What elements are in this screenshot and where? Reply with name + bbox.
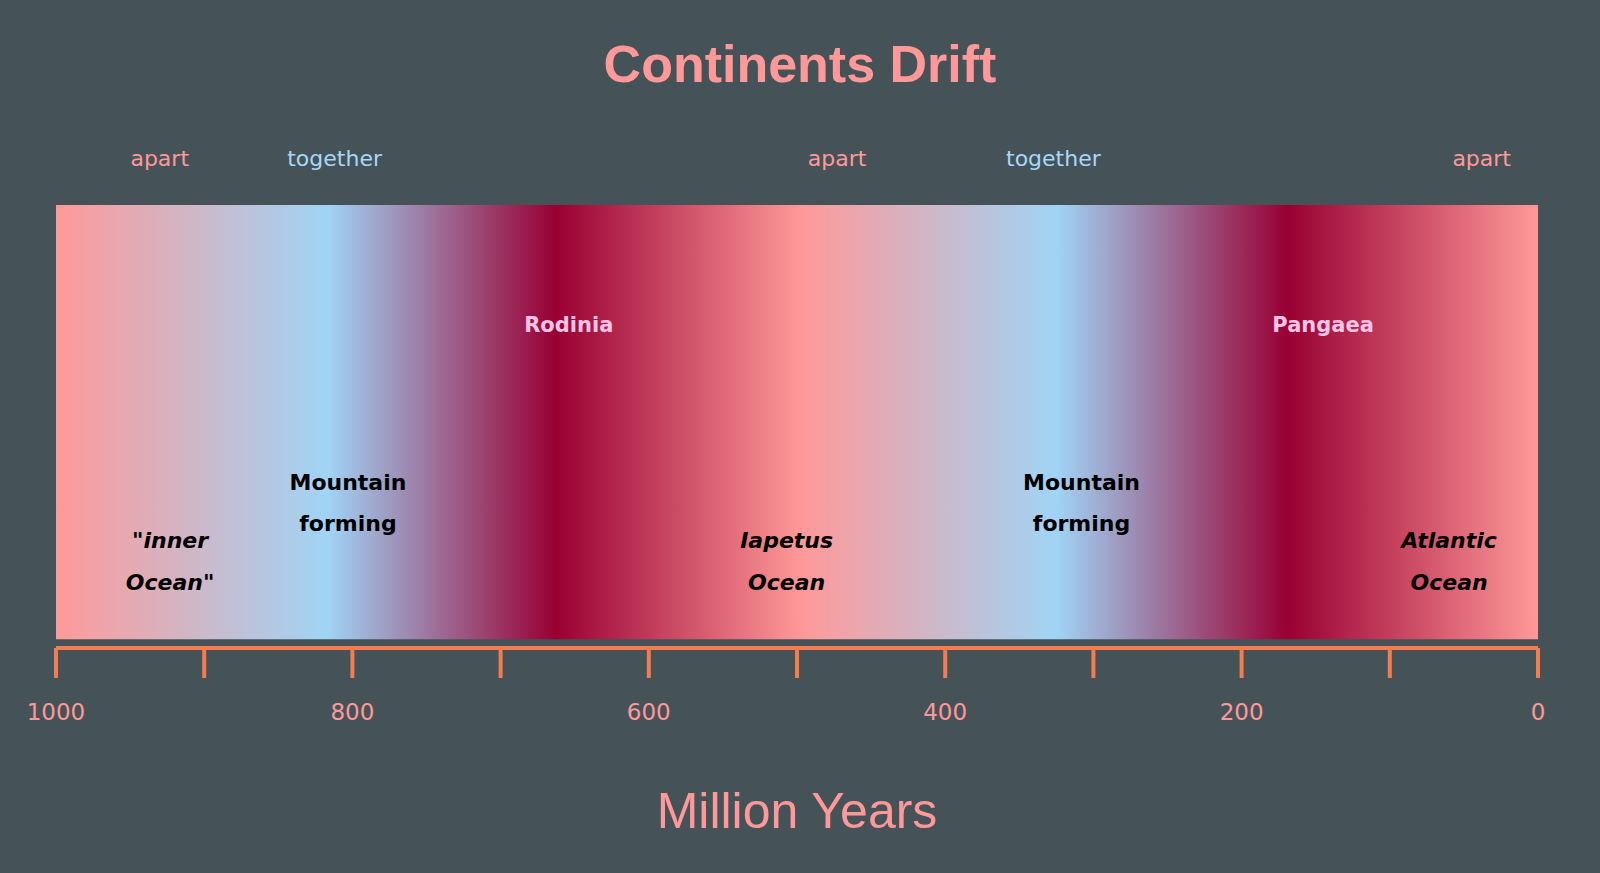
- html-text:Continents Drift: Continents Drift: [603, 35, 997, 93]
- svg-text:together: together: [1006, 146, 1102, 171]
- svg-text:1000: 1000: [27, 699, 86, 725]
- svg-text:600: 600: [627, 699, 671, 725]
- svg-text:apart: apart: [130, 146, 189, 171]
- svg-text:Mountain: Mountain: [290, 470, 407, 495]
- svg-text:Rodinia: Rodinia: [524, 313, 613, 337]
- svg-text:Atlantic: Atlantic: [1399, 528, 1497, 553]
- svg-text:together: together: [287, 146, 383, 171]
- svg-text:Million Years: Million Years: [657, 783, 938, 839]
- svg-text:400: 400: [923, 699, 967, 725]
- svg-text:forming: forming: [1033, 511, 1130, 536]
- svg-text:Ocean: Ocean: [1410, 570, 1487, 595]
- svg-text:apart: apart: [1452, 146, 1511, 171]
- svg-text:apart: apart: [808, 146, 867, 171]
- svg-text:Mountain: Mountain: [1023, 470, 1140, 495]
- svg-text:Pangaea: Pangaea: [1272, 313, 1374, 337]
- svg-text:Ocean": Ocean": [126, 570, 215, 595]
- svg-text:Ocean: Ocean: [748, 570, 825, 595]
- svg-text:0: 0: [1531, 699, 1546, 725]
- svg-text:800: 800: [330, 699, 374, 725]
- svg-text:200: 200: [1220, 699, 1264, 725]
- svg-text:forming: forming: [299, 511, 396, 536]
- svg-text:Iapetus: Iapetus: [740, 528, 833, 553]
- svg-text:"inner: "inner: [132, 528, 209, 553]
